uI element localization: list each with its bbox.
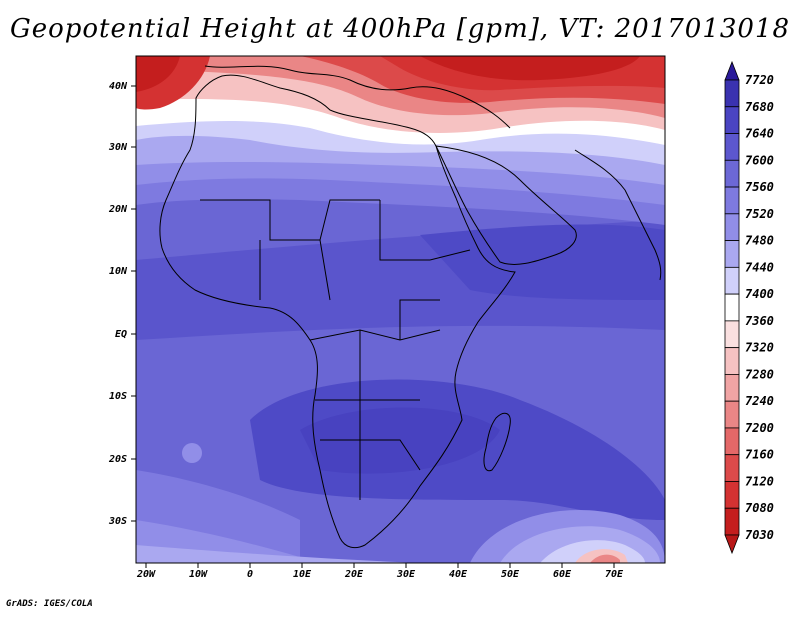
colorbar-label: 7080 [745,501,774,515]
colorbar-segment [724,320,740,349]
y-tick-label: 20N [108,204,128,215]
x-tick-label: 0 [247,569,253,580]
colorbar-segment [724,266,740,295]
colorbar-segment [724,374,740,402]
colorbar-segment [724,427,740,456]
colorbar-segment [724,79,740,108]
x-tick-label: 30E [396,569,416,580]
x-tick-label: 40E [449,569,468,580]
colorbar-label: 7360 [745,314,774,328]
map-frame [135,55,666,564]
y-axis-labels: 40N 30N 20N 10N EQ 10S 20S 30S [108,81,128,527]
y-tick-label: 10S [109,391,127,402]
colorbar-label: 7320 [745,341,774,355]
x-tick-label: 20W [136,569,156,580]
y-tick-label: 10N [109,266,128,277]
colorbar-label: 7240 [745,394,774,408]
colorbar-segment [724,293,740,322]
x-tick-label: 60E [553,569,572,580]
colorbar-label: 7720 [745,73,774,87]
colorbar-segment [724,159,740,188]
colorbar-segment [724,106,740,134]
tick-marks [131,85,615,568]
x-tick-label: 70E [605,569,624,580]
colorbar-label: 7120 [745,474,774,488]
colorbar: 7720 7680 7640 7600 7560 7520 7480 7440 7400 7360… [724,60,774,555]
colorbar-top-arrow [724,60,740,81]
coastline [159,65,662,549]
x-tick-label: 10W [189,569,208,580]
colorbar-segment [724,347,740,375]
colorbar-segment [724,240,740,268]
y-tick-label: 20S [108,454,127,465]
credit-text: GrADS: IGES/COLA [6,599,93,609]
colorbar-segment [724,186,740,215]
colorbar-label: 7520 [745,207,774,221]
colorbar-segment [724,213,740,241]
colorbar-bottom-arrow [724,534,740,555]
colorbar-segment [724,481,740,509]
y-tick-label: 30N [108,142,128,153]
colorbar-label: 7280 [745,367,774,381]
map-title: Geopotential Height at 400hPa [gpm], VT:… [9,14,791,44]
y-tick-label: EQ [115,329,127,340]
x-tick-label: 20E [344,569,364,580]
colorbar-label: 7440 [745,260,774,274]
colorbar-label: 7640 [745,127,774,141]
colorbar-label: 7600 [745,153,774,167]
colorbar-label: 7400 [745,287,774,301]
colorbar-segment [724,133,740,161]
colorbar-segment [724,507,740,536]
x-tick-label: 10E [293,569,312,580]
colorbar-label: 7030 [745,528,774,542]
colorbar-segment [724,400,740,429]
x-tick-label: 50E [501,569,520,580]
colorbar-label: 7200 [745,421,774,435]
colorbar-segment [724,454,740,482]
y-tick-label: 40N [109,81,128,92]
colorbar-label: 7480 [745,234,774,248]
y-tick-label: 30S [108,516,127,527]
colorbar-label: 7560 [745,180,774,194]
colorbar-label: 7680 [745,100,774,114]
colorbar-label: 7160 [745,448,774,462]
x-axis-labels: 20W 10W 0 10E 20E 30E 40E 50E 60E 70E [136,569,624,580]
